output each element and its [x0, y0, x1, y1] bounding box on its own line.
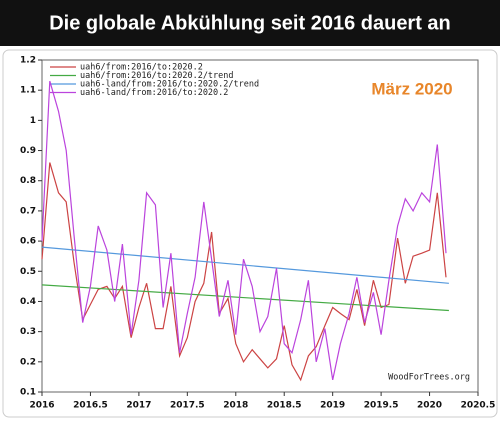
series-line	[41, 80, 447, 381]
x-tick-label: 2018	[223, 401, 248, 411]
x-tick-label: 2018.5	[267, 401, 302, 411]
plot-area	[41, 59, 479, 393]
y-tick-label: 0.6	[20, 237, 36, 247]
y-tick-label: 0.1	[20, 388, 36, 398]
series-line	[41, 284, 449, 312]
source: WoodForTrees.org	[388, 373, 470, 383]
legend-label: uah6-land/from:2016/to:2020.2	[80, 88, 228, 98]
series-line	[41, 162, 447, 382]
x-tick-label: 2020	[417, 401, 442, 411]
chart-title: Die globale Abkühlung seit 2016 dauert a…	[49, 12, 451, 34]
x-tick-label: 2019.5	[364, 401, 399, 411]
legend-label: uah6/from:2016/to:2020.2/trend	[80, 71, 234, 81]
x-tick-label: 2017.5	[170, 401, 205, 411]
y-tick-label: 1.2	[20, 56, 36, 66]
y-tick-label: 0.5	[20, 267, 36, 277]
header-bar	[0, 0, 500, 46]
x-tick-label: 2016	[29, 401, 54, 411]
x-tick-label: 2016.5	[73, 401, 108, 411]
y-tick-label: 1.1	[20, 86, 36, 96]
legend-label: uah6/from:2016/to:2020.2	[80, 63, 203, 73]
x-tick-label: 2019	[320, 401, 345, 411]
y-tick-label: 1	[30, 116, 36, 126]
y-tick-label: 0.3	[20, 327, 36, 337]
x-tick-label: 2020.5	[461, 401, 496, 411]
x-tick-label: 2017	[126, 401, 151, 411]
y-tick-label: 0.8	[20, 176, 36, 186]
y-tick-label: 0.7	[20, 206, 36, 216]
y-tick-label: 0.9	[20, 146, 36, 156]
y-tick-label: 0.4	[20, 297, 36, 307]
annotation: März 2020	[371, 79, 452, 98]
y-tick-label: 0.2	[20, 357, 36, 367]
legend-label: uah6-land/from:2016/to:2020.2/trend	[80, 80, 259, 90]
